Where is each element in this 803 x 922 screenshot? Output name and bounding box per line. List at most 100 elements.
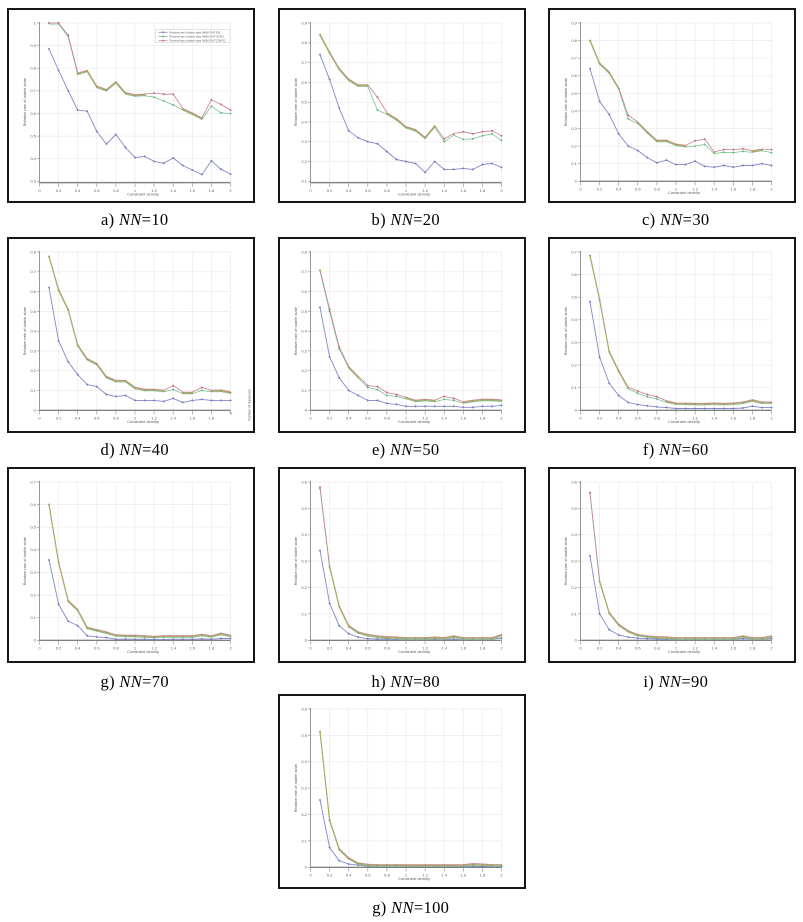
svg-text:2: 2 [500, 416, 503, 421]
svg-text:1.2: 1.2 [692, 416, 698, 421]
svg-text:Constraint density: Constraint density [397, 419, 429, 424]
svg-text:Constraint density: Constraint density [126, 191, 158, 196]
svg-text:0.6: 0.6 [94, 646, 100, 651]
svg-text:0.8: 0.8 [384, 646, 390, 651]
svg-text:0.8: 0.8 [384, 416, 390, 421]
svg-text:0.2: 0.2 [55, 188, 61, 193]
svg-text:1.8: 1.8 [749, 646, 755, 651]
svg-text:0.1: 0.1 [301, 838, 307, 843]
svg-text:1: 1 [674, 646, 677, 651]
svg-text:0.2: 0.2 [571, 143, 577, 148]
svg-text:0.1: 0.1 [301, 178, 307, 183]
svg-text:0.8: 0.8 [30, 249, 36, 254]
svg-text:0.1: 0.1 [571, 385, 577, 390]
svg-text:1.4: 1.4 [170, 646, 176, 651]
svg-text:2: 2 [229, 188, 232, 193]
svg-text:2: 2 [500, 872, 503, 877]
svg-text:Retrieval rate of stable state: Retrieval rate of stable state (HNN-2SAT… [169, 30, 220, 34]
svg-text:Constraint density: Constraint density [126, 419, 158, 424]
svg-text:0.2: 0.2 [55, 416, 61, 421]
svg-text:0.4: 0.4 [301, 759, 307, 764]
svg-text:0: 0 [33, 638, 36, 643]
svg-text:0.2: 0.2 [326, 416, 332, 421]
svg-text:Constraint density: Constraint density [126, 649, 158, 654]
svg-text:1: 1 [404, 646, 407, 651]
svg-text:0.2: 0.2 [596, 416, 602, 421]
svg-text:0.8: 0.8 [113, 646, 119, 651]
svg-text:1.8: 1.8 [208, 646, 214, 651]
svg-text:0.6: 0.6 [365, 646, 371, 651]
svg-text:0.7: 0.7 [30, 88, 36, 93]
svg-text:Retrieval rate of stable state: Retrieval rate of stable state (HNN-2SAT… [169, 34, 224, 38]
svg-text:1.4: 1.4 [711, 416, 717, 421]
svg-text:0.9: 0.9 [571, 20, 577, 25]
svg-text:0.9: 0.9 [30, 43, 36, 48]
svg-text:1.6: 1.6 [730, 646, 736, 651]
svg-text:Relative rate of stable state: Relative rate of stable state [563, 77, 568, 126]
svg-text:0: 0 [38, 646, 41, 651]
svg-text:Relative rate of stable state: Relative rate of stable state [22, 536, 27, 585]
svg-text:2: 2 [229, 646, 232, 651]
svg-text:0.2: 0.2 [301, 585, 307, 590]
svg-text:0.4: 0.4 [30, 329, 36, 334]
svg-text:0.8: 0.8 [654, 416, 660, 421]
svg-text:Number of measures: Number of measures [247, 389, 251, 421]
svg-text:Relative rate of stable state: Relative rate of stable state [293, 77, 298, 126]
svg-text:1.6: 1.6 [189, 416, 195, 421]
svg-text:1.8: 1.8 [749, 186, 755, 191]
svg-text:0.7: 0.7 [301, 60, 307, 65]
svg-text:1.6: 1.6 [189, 188, 195, 193]
svg-text:0.2: 0.2 [30, 593, 36, 598]
svg-text:0.7: 0.7 [571, 55, 577, 60]
svg-text:0.7: 0.7 [571, 249, 577, 254]
svg-text:0.2: 0.2 [30, 368, 36, 373]
svg-text:1.4: 1.4 [711, 186, 717, 191]
svg-text:1.2: 1.2 [422, 416, 428, 421]
svg-text:0.3: 0.3 [301, 785, 307, 790]
svg-text:0.5: 0.5 [301, 506, 307, 511]
svg-text:1.2: 1.2 [692, 646, 698, 651]
svg-text:1.2: 1.2 [422, 872, 428, 877]
svg-text:0.4: 0.4 [571, 108, 577, 113]
svg-text:0: 0 [304, 864, 307, 869]
svg-text:2: 2 [770, 646, 773, 651]
svg-text:0.4: 0.4 [345, 872, 351, 877]
svg-text:1.6: 1.6 [730, 416, 736, 421]
svg-text:0.2: 0.2 [301, 811, 307, 816]
svg-text:0.4: 0.4 [301, 329, 307, 334]
svg-text:1.6: 1.6 [189, 646, 195, 651]
svg-text:0.4: 0.4 [74, 188, 80, 193]
svg-text:Constraint density: Constraint density [667, 649, 699, 654]
svg-text:0.4: 0.4 [345, 646, 351, 651]
svg-text:0: 0 [309, 646, 312, 651]
svg-text:0.3: 0.3 [571, 125, 577, 130]
svg-text:0.4: 0.4 [615, 416, 621, 421]
svg-text:0: 0 [38, 188, 41, 193]
svg-text:0.6: 0.6 [301, 289, 307, 294]
svg-text:0.5: 0.5 [301, 732, 307, 737]
svg-text:0.3: 0.3 [571, 559, 577, 564]
svg-text:0.6: 0.6 [301, 79, 307, 84]
svg-text:1.4: 1.4 [441, 416, 447, 421]
svg-text:0.3: 0.3 [301, 139, 307, 144]
svg-text:Relative rate of stable state: Relative rate of stable state [293, 763, 298, 812]
svg-text:0.9: 0.9 [301, 20, 307, 25]
svg-text:0: 0 [574, 638, 577, 643]
svg-text:0.7: 0.7 [301, 269, 307, 274]
svg-text:0.2: 0.2 [301, 158, 307, 163]
svg-text:0: 0 [309, 872, 312, 877]
svg-text:0.4: 0.4 [301, 532, 307, 537]
svg-text:0.3: 0.3 [30, 178, 36, 183]
svg-text:0: 0 [579, 416, 582, 421]
svg-text:0.4: 0.4 [615, 646, 621, 651]
svg-text:0.6: 0.6 [94, 188, 100, 193]
svg-text:0.2: 0.2 [301, 368, 307, 373]
svg-text:1.4: 1.4 [441, 646, 447, 651]
svg-text:0.6: 0.6 [365, 872, 371, 877]
svg-text:2: 2 [500, 188, 503, 193]
svg-text:0.7: 0.7 [30, 479, 36, 484]
svg-text:1: 1 [404, 872, 407, 877]
svg-text:1.8: 1.8 [479, 188, 485, 193]
svg-text:0.6: 0.6 [571, 479, 577, 484]
svg-text:0.1: 0.1 [571, 161, 577, 166]
